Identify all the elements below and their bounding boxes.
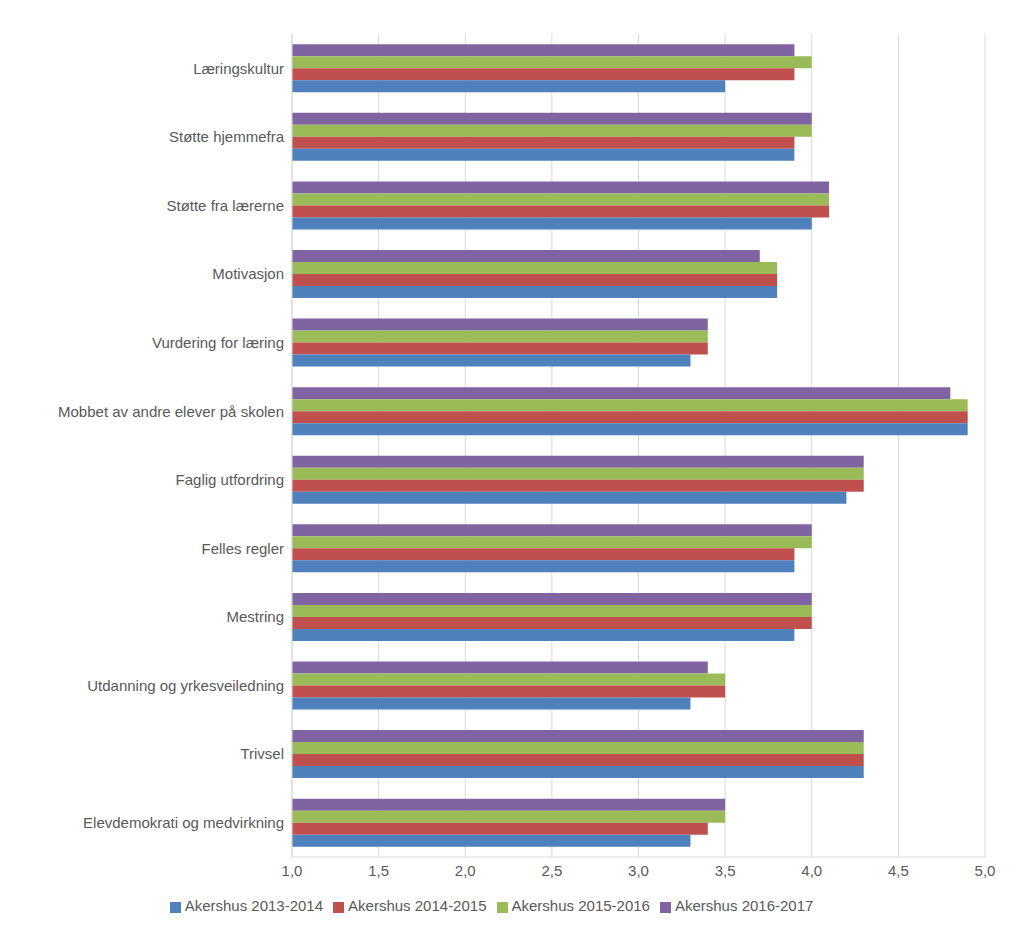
svg-text:Støtte hjemmefra: Støtte hjemmefra xyxy=(169,128,285,145)
html-text:Akershus 2015-2016: Akershus 2015-2016 xyxy=(511,897,650,914)
svg-text:4,0: 4,0 xyxy=(801,862,822,879)
svg-text:Læringskultur: Læringskultur xyxy=(193,60,284,77)
svg-text:Støtte fra lærerne: Støtte fra lærerne xyxy=(166,197,284,214)
svg-text:Felles regler: Felles regler xyxy=(201,540,284,557)
svg-text:1,5: 1,5 xyxy=(368,862,389,879)
html-text:Akershus 2013-2014: Akershus 2013-2014 xyxy=(184,897,324,914)
svg-text:Mestring: Mestring xyxy=(226,608,284,625)
svg-text:Faglig utfordring: Faglig utfordring xyxy=(176,471,284,488)
svg-text:Elevdemokrati og medvirkning: Elevdemokrati og medvirkning xyxy=(83,814,284,831)
svg-text:1,0: 1,0 xyxy=(282,862,303,879)
svg-text:2,5: 2,5 xyxy=(541,862,562,879)
svg-text:Trivsel: Trivsel xyxy=(240,745,284,762)
svg-text:Motivasjon: Motivasjon xyxy=(212,265,284,282)
svg-text:3,5: 3,5 xyxy=(715,862,736,879)
svg-text:3,0: 3,0 xyxy=(628,862,649,879)
svg-text:4,5: 4,5 xyxy=(888,862,909,879)
svg-text:Vurdering for læring: Vurdering for læring xyxy=(152,334,284,351)
svg-text:Utdanning og yrkesveiledning: Utdanning og yrkesveiledning xyxy=(87,677,284,694)
svg-text:5,0: 5,0 xyxy=(975,862,996,879)
svg-text:2,0: 2,0 xyxy=(455,862,476,879)
html-text:Akershus 2016-2017: Akershus 2016-2017 xyxy=(674,897,814,914)
html-text:Akershus 2014-2015: Akershus 2014-2015 xyxy=(348,897,487,914)
svg-text:Mobbet av andre elever på skol: Mobbet av andre elever på skolen xyxy=(58,403,284,420)
